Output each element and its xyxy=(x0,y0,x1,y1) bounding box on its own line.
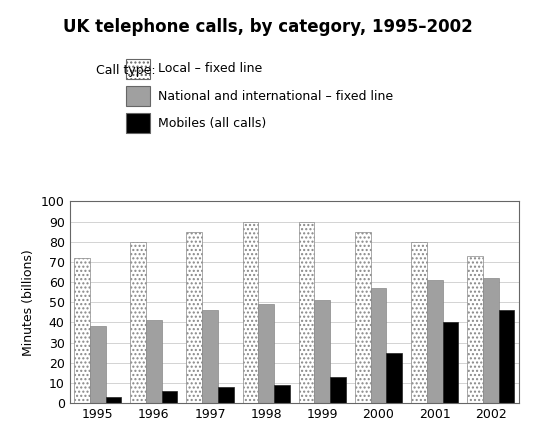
Bar xyxy=(355,232,371,403)
Text: Local – fixed line: Local – fixed line xyxy=(158,62,262,75)
Bar xyxy=(90,326,105,403)
Bar xyxy=(105,397,121,403)
Bar xyxy=(411,242,427,403)
Bar xyxy=(330,377,346,403)
Bar xyxy=(202,310,218,403)
Bar xyxy=(427,280,442,403)
Bar xyxy=(130,242,146,403)
Bar xyxy=(74,258,90,403)
Bar xyxy=(242,222,258,403)
Bar xyxy=(386,353,402,403)
Text: UK telephone calls, by category, 1995–2002: UK telephone calls, by category, 1995–20… xyxy=(63,18,472,35)
Bar xyxy=(371,288,386,403)
Bar xyxy=(442,322,458,403)
Bar xyxy=(483,278,499,403)
Text: Call type:: Call type: xyxy=(96,64,156,77)
Text: Mobiles (all calls): Mobiles (all calls) xyxy=(158,117,266,130)
Y-axis label: Minutes (billions): Minutes (billions) xyxy=(22,249,35,356)
Bar xyxy=(258,304,274,403)
Bar xyxy=(274,385,290,403)
Bar xyxy=(499,310,515,403)
Bar xyxy=(315,300,330,403)
Bar xyxy=(299,222,315,403)
Bar xyxy=(467,256,483,403)
Bar xyxy=(218,387,234,403)
Text: National and international – fixed line: National and international – fixed line xyxy=(158,89,393,102)
Bar xyxy=(186,232,202,403)
Bar xyxy=(146,320,162,403)
Bar xyxy=(162,391,178,403)
